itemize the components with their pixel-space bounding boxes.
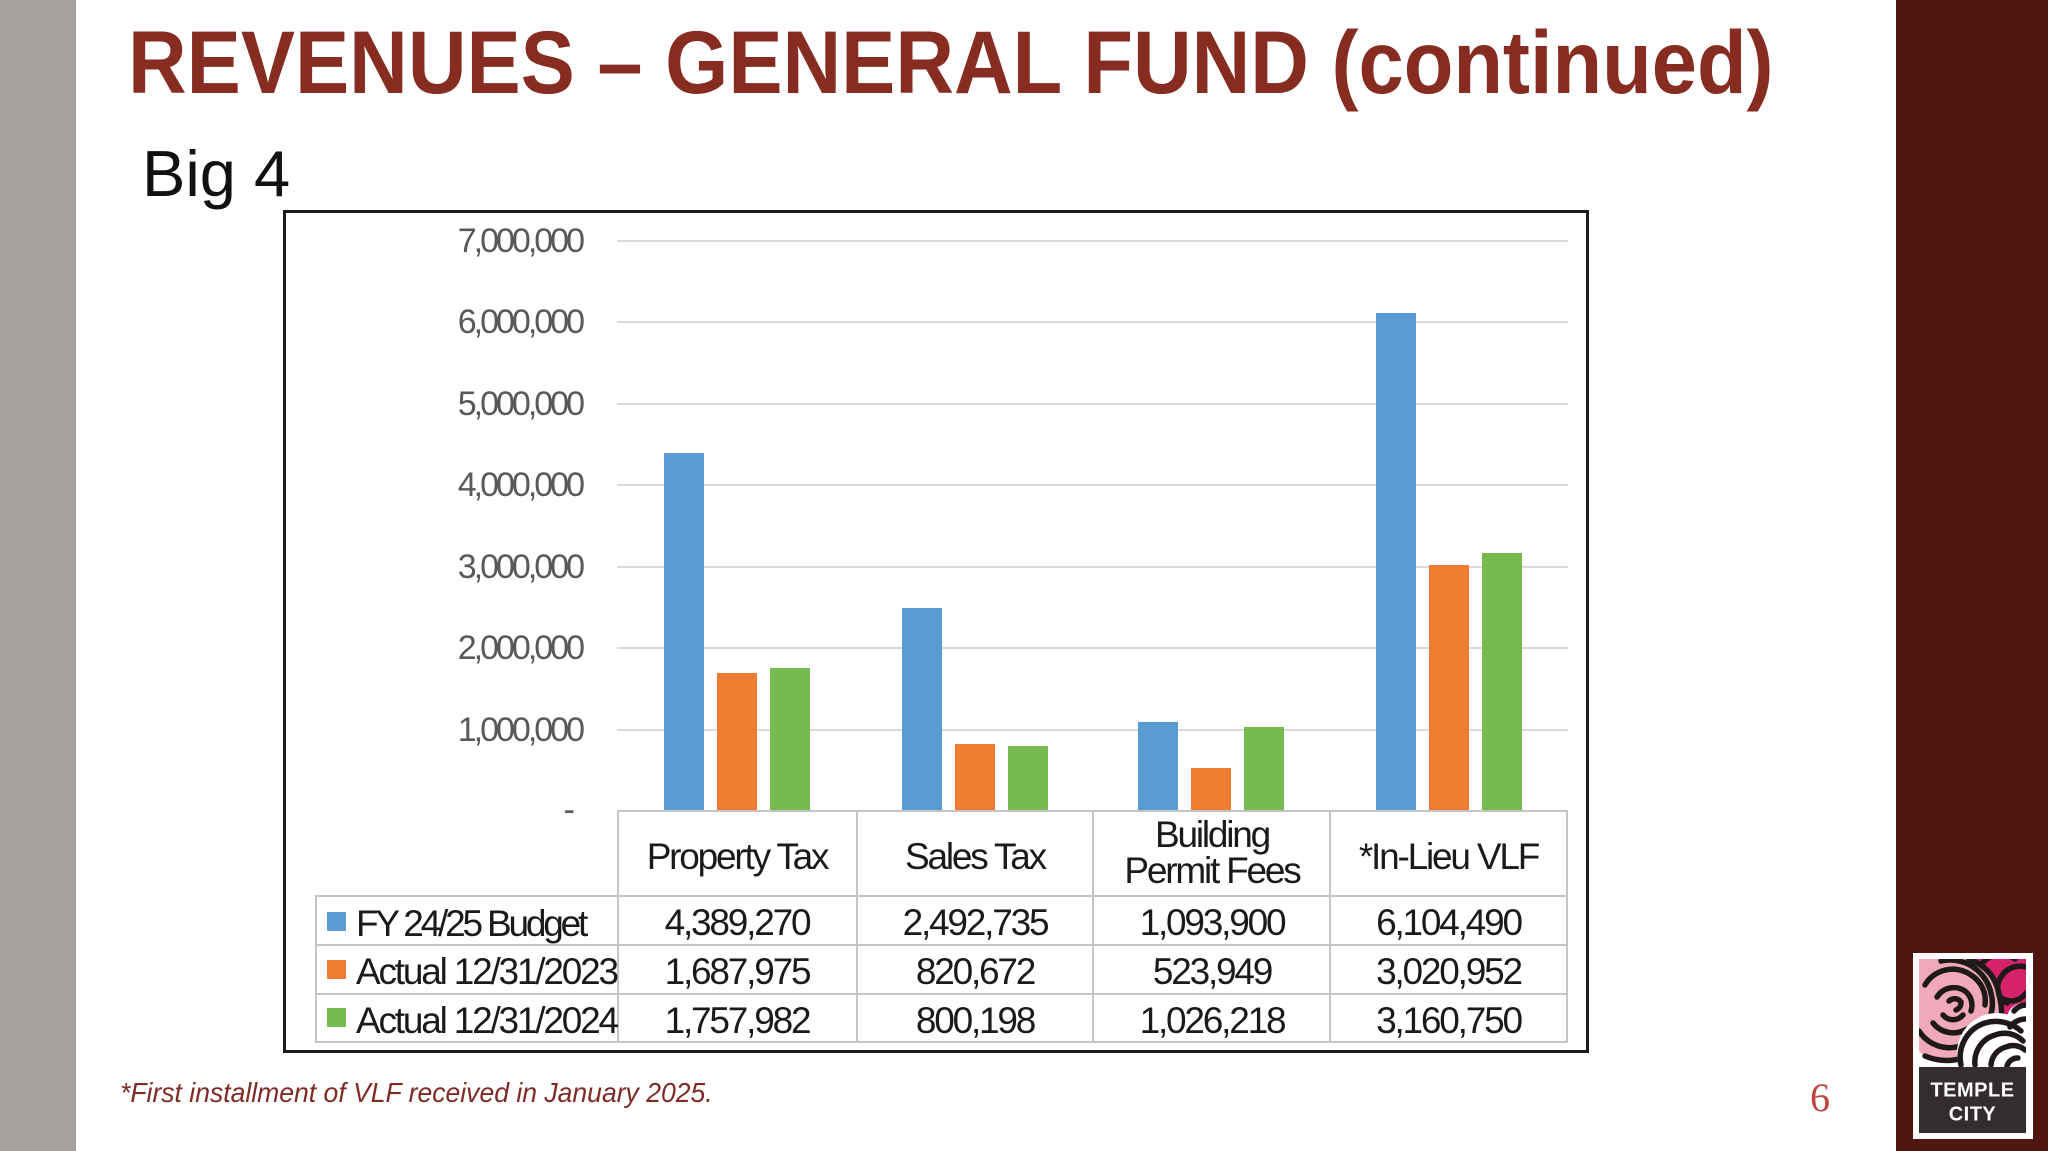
svg-text:CITY: CITY bbox=[1949, 1104, 1997, 1126]
svg-text:TEMPLE: TEMPLE bbox=[1930, 1080, 2014, 1102]
